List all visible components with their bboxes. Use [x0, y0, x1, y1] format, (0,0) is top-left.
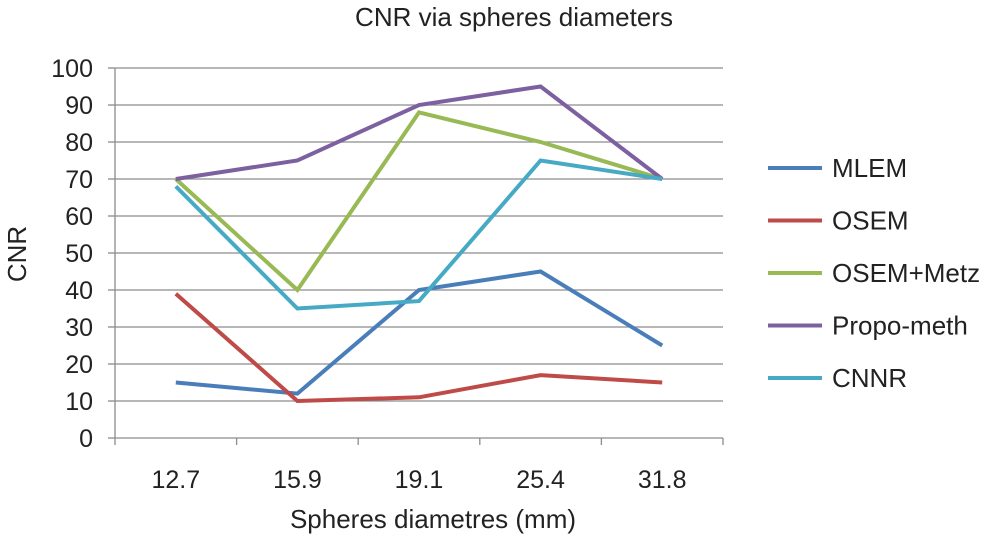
series-line-propo-meth [175, 84, 664, 181]
series-line-osem [174, 292, 663, 404]
x-axis-title: Spheres diametres (mm) [290, 504, 576, 534]
legend: MLEM OSEM OSEM+Metz Propo-meth CNNR [768, 153, 980, 393]
x-tick-label: 31.8 [638, 466, 687, 494]
y-tick-label: 40 [65, 277, 93, 305]
y-tick-label: 80 [65, 129, 93, 157]
series-line-osem-metz [174, 110, 663, 294]
legend-label-mlem: MLEM [832, 153, 907, 183]
x-tick-label: 12.7 [151, 466, 200, 494]
legend-label-cnnr: CNNR [832, 363, 907, 393]
axes [108, 67, 724, 445]
y-tick-label: 60 [65, 203, 93, 231]
series-line-mlem [175, 269, 664, 396]
gridlines [115, 67, 723, 402]
y-tick-label: 30 [65, 314, 93, 342]
series-lines [174, 84, 664, 404]
y-axis-title: CNR [2, 226, 32, 282]
x-tick-label: 15.9 [273, 466, 322, 494]
legend-label-osem: OSEM [832, 206, 909, 236]
x-tick-labels: 12.7 15.9 19.1 25.4 31.8 [151, 466, 686, 494]
legend-label-propo-meth: Propo-meth [832, 311, 968, 341]
y-tick-label: 70 [65, 166, 93, 194]
y-tick-label: 0 [79, 425, 93, 453]
x-tick-label: 25.4 [516, 466, 565, 494]
x-tick-label: 19.1 [395, 466, 444, 494]
y-tick-labels: 0 10 20 30 40 50 60 70 80 90 100 [51, 55, 93, 453]
y-tick-label: 10 [65, 388, 93, 416]
y-tick-label: 50 [65, 240, 93, 268]
series-line-cnnr [174, 158, 663, 311]
y-tick-label: 100 [51, 55, 93, 83]
y-tick-label: 90 [65, 92, 93, 120]
chart-title: CNR via spheres diameters [355, 2, 673, 32]
legend-label-osem-metz: OSEM+Metz [832, 258, 980, 288]
y-tick-label: 20 [65, 351, 93, 379]
